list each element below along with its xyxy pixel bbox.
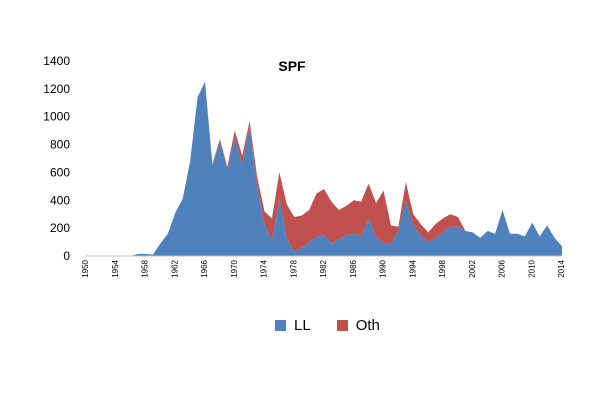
x-tick-label: 1970 bbox=[230, 259, 239, 277]
y-tick-label: 400 bbox=[50, 193, 70, 207]
x-tick-label: 1978 bbox=[289, 259, 298, 277]
y-tick-label: 1400 bbox=[43, 54, 70, 68]
y-axis-ticks: 0 200 400 600 800 1000 1200 1400 bbox=[43, 54, 70, 263]
x-tick-label: 1954 bbox=[111, 259, 120, 277]
x-tick-label: 1958 bbox=[141, 259, 150, 277]
x-tick-label: 2014 bbox=[557, 259, 566, 277]
legend-item-oth: Oth bbox=[336, 317, 380, 334]
area-series-oth bbox=[86, 81, 562, 256]
x-tick-label: 1998 bbox=[438, 259, 447, 277]
y-tick-label: 600 bbox=[50, 165, 70, 179]
x-tick-label: 2006 bbox=[498, 259, 507, 277]
x-tick-label: 1986 bbox=[349, 259, 358, 277]
x-tick-label: 1982 bbox=[319, 259, 328, 277]
area-series-ll bbox=[86, 81, 562, 256]
y-tick-label: 1200 bbox=[43, 82, 70, 96]
x-tick-label: 1950 bbox=[81, 259, 90, 277]
x-tick-label: 1962 bbox=[170, 259, 179, 277]
chart-title: SPF bbox=[278, 58, 306, 74]
x-tick-label: 1990 bbox=[379, 259, 388, 277]
legend-item-ll: LL bbox=[275, 317, 311, 334]
y-tick-label: 1000 bbox=[43, 110, 70, 124]
y-tick-label: 200 bbox=[50, 221, 70, 235]
x-tick-label: 1966 bbox=[200, 259, 209, 277]
legend: LL Oth bbox=[275, 317, 406, 334]
legend-label-ll: LL bbox=[294, 317, 311, 334]
x-tick-label: 1994 bbox=[408, 259, 417, 277]
legend-swatch-oth bbox=[336, 320, 348, 331]
legend-label-oth: Oth bbox=[355, 317, 380, 334]
x-axis-ticks: 1950 1954 1958 1962 1966 1970 1974 1978 1982 1986… bbox=[81, 259, 566, 277]
x-tick-label: 2010 bbox=[527, 259, 536, 277]
y-tick-label: 800 bbox=[50, 138, 70, 152]
y-tick-label: 0 bbox=[63, 249, 70, 263]
x-tick-label: 2002 bbox=[468, 259, 477, 277]
plot-areas bbox=[86, 81, 562, 256]
legend-swatch-ll bbox=[275, 320, 286, 331]
x-tick-label: 1974 bbox=[260, 259, 269, 277]
